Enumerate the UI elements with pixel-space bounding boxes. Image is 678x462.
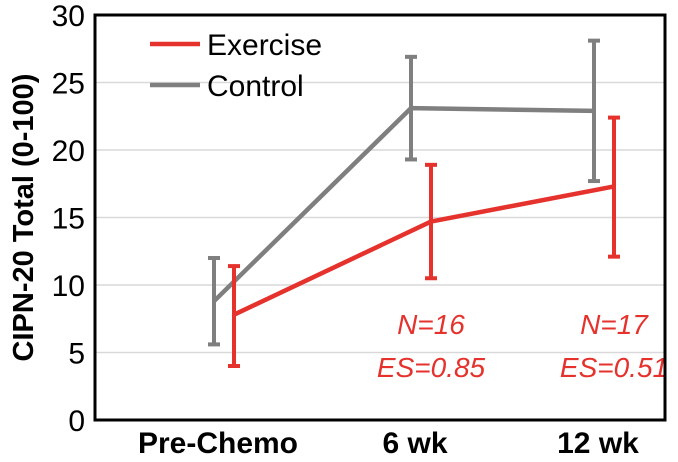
series-layer xyxy=(208,38,620,368)
legend-label: Control xyxy=(207,70,304,103)
gridlines xyxy=(95,81,665,354)
y-axis-label: CIPN-20 Total (0-100) xyxy=(8,74,40,362)
y-tick-30: 30 xyxy=(52,0,85,33)
x-tick-labels: Pre-Chemo 6 wk 12 wk xyxy=(138,427,639,460)
y-tick-10: 10 xyxy=(52,270,85,303)
series-control xyxy=(208,38,600,347)
error-bar-control-2 xyxy=(588,38,600,184)
series-line-exercise xyxy=(233,184,615,317)
annotation-line: N=17 xyxy=(580,309,649,340)
annotation-line: ES=0.85 xyxy=(377,352,486,383)
legend-label: Exercise xyxy=(207,29,322,62)
legend: Exercise Control xyxy=(150,29,322,103)
y-tick-15: 15 xyxy=(52,203,85,236)
legend-item-control: Control xyxy=(150,70,304,103)
series-line-control xyxy=(212,105,595,303)
y-tick-0: 0 xyxy=(68,405,85,438)
x-tick-pre-chemo: Pre-Chemo xyxy=(138,427,298,460)
y-tick-25: 25 xyxy=(52,68,85,101)
legend-item-exercise: Exercise xyxy=(150,29,322,62)
annotation-line: N=16 xyxy=(397,309,465,340)
error-bar-exercise-0 xyxy=(228,264,240,368)
x-tick-12-wk: 12 wk xyxy=(557,427,639,460)
annotation-line: ES=0.51 xyxy=(560,352,668,383)
y-tick-5: 5 xyxy=(68,338,85,371)
annotation-12-wk: N=17 ES=0.51 xyxy=(560,309,668,383)
annotations: N=16 ES=0.85 N=17 ES=0.51 xyxy=(377,309,668,383)
y-tick-labels: 0 5 10 15 20 25 30 xyxy=(52,0,85,438)
plot-frame xyxy=(93,13,667,422)
y-tick-20: 20 xyxy=(52,135,85,168)
annotation-6-wk: N=16 ES=0.85 xyxy=(377,309,486,383)
series-exercise xyxy=(228,115,620,368)
x-tick-6-wk: 6 wk xyxy=(382,427,447,460)
